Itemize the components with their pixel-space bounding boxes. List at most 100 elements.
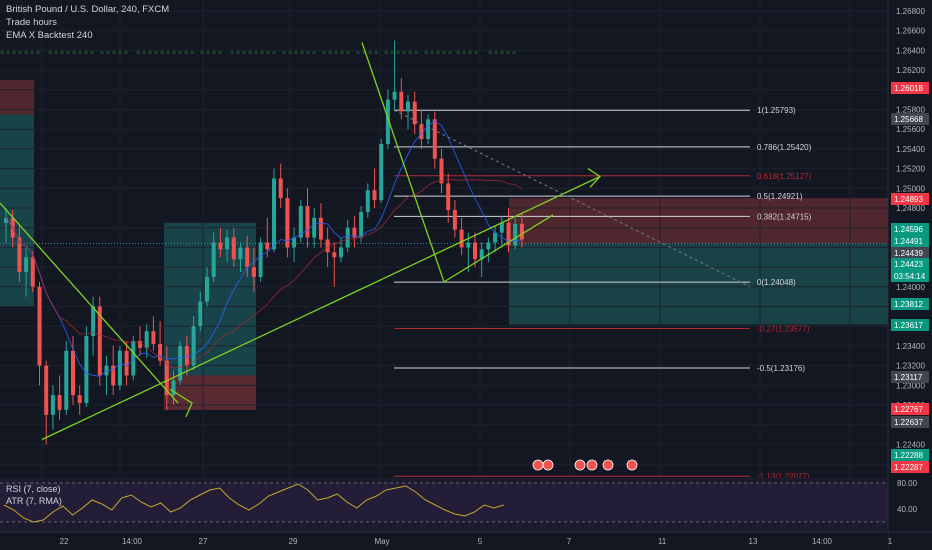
candle-body — [419, 124, 424, 140]
signal-cross: × — [288, 50, 292, 57]
candle-body — [466, 242, 471, 248]
signal-cross: × — [362, 50, 366, 57]
fib-level-label: -0.27(1.23577) — [757, 324, 810, 333]
candle-body — [238, 247, 243, 260]
candle-body — [493, 232, 498, 243]
time-tick: 14:00 — [122, 537, 143, 546]
economic-event-icon — [626, 459, 638, 471]
rsi-tick: 80.00 — [897, 479, 918, 488]
signal-cross: × — [148, 50, 152, 57]
price-label-bg — [891, 371, 929, 383]
signal-cross: × — [54, 50, 58, 57]
signal-cross: × — [36, 50, 40, 57]
fib-level-label: 0.5(1.24921) — [757, 192, 803, 201]
candle-body — [50, 395, 55, 415]
ema-fast-line — [5, 120, 522, 377]
candle-body — [30, 257, 35, 287]
price-label-bg — [891, 247, 929, 259]
candle-body — [64, 350, 69, 410]
economic-event-icon — [586, 459, 598, 471]
price-label: 1.26018 — [894, 84, 923, 93]
signal-cross: × — [154, 50, 158, 57]
candle-body — [446, 183, 451, 210]
signal-cross: × — [436, 50, 440, 57]
signal-cross: × — [160, 50, 164, 57]
price-label: 1.24439 — [894, 249, 923, 258]
price-label-bg — [891, 113, 929, 125]
candle-body — [432, 119, 437, 159]
price-tick: 1.25600 — [896, 125, 925, 134]
signal-cross: × — [488, 50, 492, 57]
candle-body — [124, 350, 129, 376]
price-label-bg — [891, 461, 929, 473]
time-tick: 14:00 — [812, 537, 833, 546]
signal-cross: × — [60, 50, 64, 57]
signal-cross: × — [300, 50, 304, 57]
signal-cross: × — [512, 50, 516, 57]
economic-event-icon — [602, 459, 614, 471]
price-label: 03:54:14 — [894, 272, 926, 281]
signal-cross: × — [184, 50, 188, 57]
price-tick: 1.26800 — [896, 7, 925, 16]
rsi-label: RSI (7, close) — [6, 484, 61, 494]
candle-body — [77, 395, 82, 404]
time-tick: 1 — [888, 537, 893, 546]
candle-body — [191, 326, 196, 366]
price-tick: 1.24800 — [896, 204, 925, 213]
signal-cross: × — [328, 50, 332, 57]
signal-cross: × — [6, 50, 10, 57]
price-tick: 1.25200 — [896, 165, 925, 174]
candle-body — [138, 340, 142, 348]
signal-cross: × — [178, 50, 182, 57]
candle-body — [499, 222, 504, 233]
candle-body — [305, 206, 310, 238]
signal-cross: × — [448, 50, 452, 57]
signal-cross: × — [72, 50, 76, 57]
price-label: 1.24491 — [894, 237, 923, 246]
candle-body — [158, 343, 163, 361]
price-tick: 1.25000 — [896, 184, 925, 193]
candle-body — [506, 222, 511, 246]
price-label-bg — [891, 223, 929, 235]
time-tick: 13 — [749, 537, 758, 546]
signal-cross: × — [414, 50, 418, 57]
candle-body — [44, 365, 49, 415]
rsi-band — [0, 483, 888, 522]
arrow-head — [169, 388, 193, 418]
price-tick: 1.23000 — [896, 381, 925, 390]
arrow-head — [587, 168, 601, 188]
signal-cross: × — [356, 50, 360, 57]
ema-slow-line — [5, 178, 523, 369]
signal-cross: × — [24, 50, 28, 57]
signal-cross: × — [374, 50, 378, 57]
signal-cross: × — [306, 50, 310, 57]
fib-level-label: 0.786(1.25420) — [757, 143, 812, 152]
candle-body — [372, 190, 377, 201]
signal-cross: × — [12, 50, 16, 57]
fib-level-label: -0.5(1.23176) — [757, 364, 805, 373]
signal-cross: × — [236, 50, 240, 57]
candle-body — [365, 190, 370, 212]
signal-cross: × — [294, 50, 298, 57]
candle-body — [426, 119, 431, 140]
profit-zone — [509, 243, 888, 325]
candle-body — [117, 350, 122, 386]
fib-level-label: 1(1.25793) — [757, 106, 796, 115]
signal-cross: × — [242, 50, 246, 57]
signal-cross: × — [456, 50, 460, 57]
candle-body — [285, 198, 290, 248]
price-tick: 1.22400 — [896, 440, 925, 449]
price-label: 1.25668 — [894, 115, 923, 124]
economic-event-icon — [574, 459, 586, 471]
price-tick: 1.24000 — [896, 283, 925, 292]
price-label-bg — [891, 270, 929, 282]
signal-cross: × — [84, 50, 88, 57]
candle-body — [111, 365, 116, 386]
price-label-bg — [891, 258, 929, 270]
candle-body — [71, 350, 75, 396]
price-label-bg — [891, 449, 929, 461]
indicator-ema-backtest: EMA X Backtest 240 — [6, 30, 93, 41]
time-tick: 7 — [567, 537, 572, 546]
price-tick: 1.26200 — [896, 66, 925, 75]
